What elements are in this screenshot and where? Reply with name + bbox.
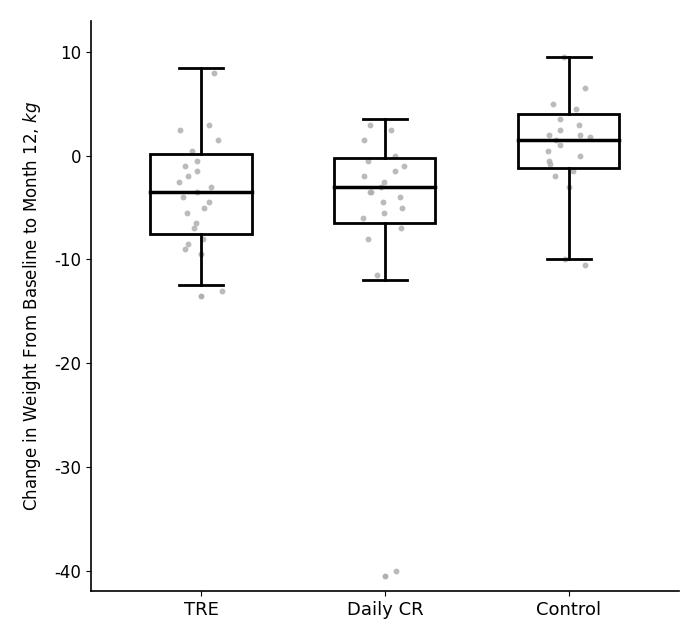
Point: [379, 571, 391, 581]
Point: [379, 207, 390, 218]
Point: [197, 234, 209, 244]
Point: [575, 150, 586, 161]
Point: [205, 182, 216, 192]
Point: [204, 197, 215, 207]
Point: [385, 125, 396, 135]
Point: [397, 202, 408, 212]
Point: [573, 120, 584, 130]
Point: [395, 223, 406, 234]
Point: [554, 125, 566, 135]
Point: [563, 182, 574, 192]
Point: [358, 135, 370, 145]
Point: [183, 172, 194, 182]
Point: [182, 239, 193, 249]
Point: [549, 172, 560, 182]
Point: [179, 244, 190, 254]
Point: [554, 140, 565, 150]
Point: [584, 132, 595, 142]
Point: [399, 161, 410, 171]
Point: [358, 172, 370, 182]
Point: [389, 150, 400, 161]
Point: [192, 166, 203, 177]
Point: [365, 187, 377, 197]
Point: [180, 161, 191, 171]
Point: [209, 68, 220, 78]
Point: [174, 177, 185, 187]
Point: [198, 202, 209, 212]
Point: [188, 223, 199, 234]
Point: [187, 145, 198, 156]
Bar: [518, 114, 620, 168]
Point: [391, 566, 402, 576]
Point: [550, 135, 561, 145]
Point: [177, 192, 188, 202]
Point: [376, 182, 387, 192]
Point: [555, 115, 566, 125]
Point: [192, 187, 203, 197]
Point: [362, 156, 373, 166]
Point: [547, 99, 558, 109]
Point: [580, 259, 591, 269]
Point: [365, 187, 376, 197]
Point: [543, 156, 554, 166]
Point: [192, 156, 203, 166]
Point: [181, 207, 193, 218]
Point: [567, 166, 578, 177]
Point: [216, 285, 228, 296]
Y-axis label: Change in Weight From Baseline to Month 12, $\it{kg}$: Change in Weight From Baseline to Month …: [21, 101, 43, 511]
Point: [559, 254, 570, 264]
Point: [543, 130, 554, 140]
Point: [379, 177, 390, 187]
Point: [378, 197, 389, 207]
Point: [570, 104, 582, 114]
Point: [191, 218, 202, 228]
Point: [395, 192, 406, 202]
Point: [203, 120, 214, 130]
Point: [195, 249, 206, 259]
Point: [212, 135, 223, 145]
Point: [371, 270, 382, 280]
Point: [580, 83, 591, 93]
Point: [174, 125, 186, 135]
Point: [558, 52, 569, 62]
Point: [358, 213, 369, 223]
Bar: [335, 158, 435, 223]
Point: [542, 145, 553, 156]
Bar: [150, 154, 251, 234]
Point: [363, 234, 374, 244]
Point: [575, 130, 586, 140]
Point: [544, 159, 555, 169]
Point: [364, 120, 375, 130]
Point: [195, 291, 206, 301]
Point: [389, 166, 400, 177]
